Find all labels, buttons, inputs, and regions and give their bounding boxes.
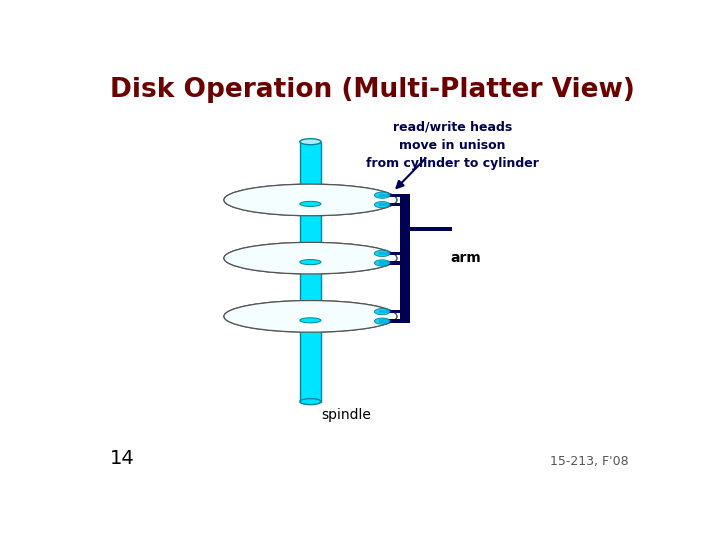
Bar: [379, 252, 410, 255]
Bar: [410, 227, 451, 231]
Ellipse shape: [224, 242, 397, 274]
Ellipse shape: [374, 250, 390, 256]
Ellipse shape: [300, 318, 321, 323]
Ellipse shape: [224, 184, 397, 216]
Bar: [379, 320, 410, 323]
Ellipse shape: [374, 192, 390, 198]
Text: read/write heads
move in unison
from cylinder to cylinder: read/write heads move in unison from cyl…: [366, 121, 539, 170]
Bar: [379, 261, 410, 265]
Bar: [379, 193, 410, 197]
Text: 15-213, F'08: 15-213, F'08: [550, 455, 629, 468]
Bar: [400, 195, 410, 321]
Ellipse shape: [224, 184, 397, 216]
Ellipse shape: [300, 260, 321, 265]
Ellipse shape: [374, 318, 390, 324]
Ellipse shape: [300, 201, 321, 206]
Text: spindle: spindle: [322, 408, 372, 422]
Ellipse shape: [374, 260, 390, 266]
Ellipse shape: [300, 399, 321, 404]
Text: 14: 14: [109, 449, 134, 468]
Ellipse shape: [224, 301, 397, 332]
Text: arm: arm: [450, 251, 481, 265]
Bar: [379, 310, 410, 313]
Bar: [300, 141, 321, 402]
Ellipse shape: [224, 301, 397, 332]
Text: Disk Operation (Multi-Platter View): Disk Operation (Multi-Platter View): [109, 77, 634, 103]
Ellipse shape: [300, 139, 321, 145]
Ellipse shape: [374, 201, 390, 208]
Ellipse shape: [374, 308, 390, 315]
Bar: [379, 203, 410, 206]
Ellipse shape: [224, 242, 397, 274]
